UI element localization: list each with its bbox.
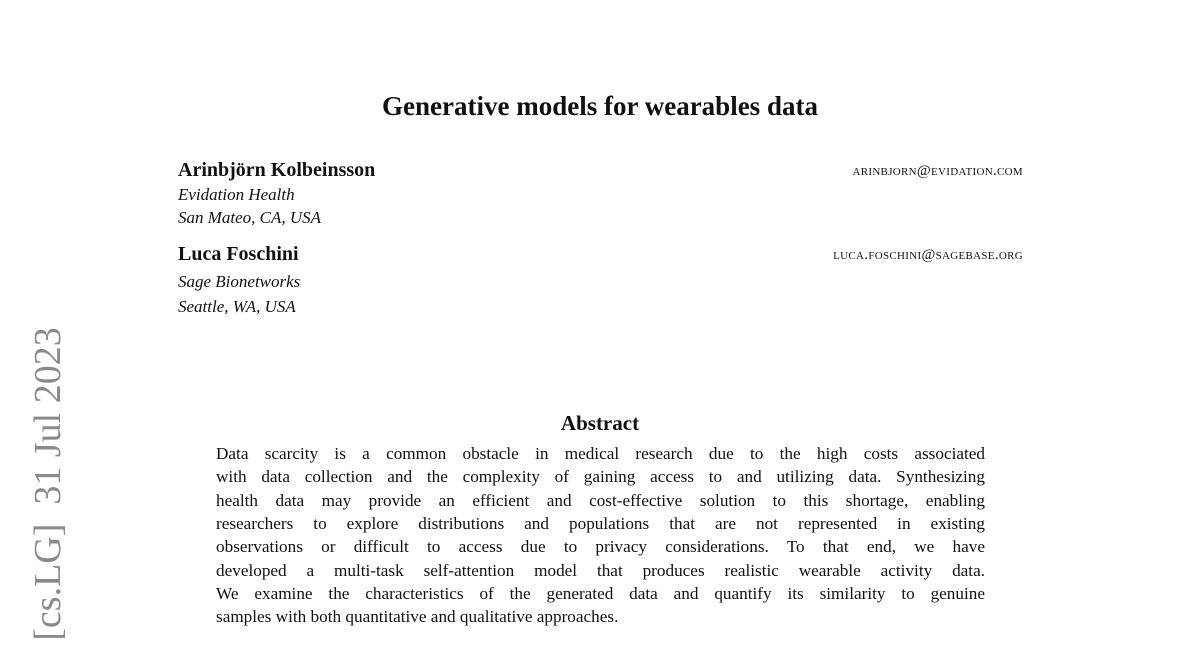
author-name: Luca Foschini (178, 243, 299, 265)
paper-title: Generative models for wearables data (382, 91, 818, 121)
abstract-line: researchers to explore distributions and… (216, 513, 985, 533)
abstract-line: observations or difficult to access due … (216, 537, 985, 557)
abstract-line: Data scarcity is a common obstacle in me… (216, 444, 985, 463)
author-name: Arinbjörn Kolbeinsson (178, 159, 376, 181)
arxiv-stamp: [cs.LG] 31 Jul 2023 (27, 327, 69, 641)
author-email: arinbjorn@evidation.com (852, 163, 1023, 179)
abstract-line: health data may provide an efficient and… (216, 490, 985, 510)
author-affiliation: Evidation Health (178, 185, 295, 204)
abstract-line: We examine the characteristics of the ge… (216, 583, 985, 603)
author-location: Seattle, WA, USA (178, 297, 296, 316)
abstract-line: samples with both quantitative and quali… (216, 607, 619, 627)
abstract-heading: Abstract (560, 411, 640, 435)
author-email: luca.foschini@sagebase.org (833, 247, 1023, 263)
abstract-line: developed a multi-task self-attention mo… (216, 560, 985, 580)
author-affiliation: Sage Bionetworks (178, 272, 301, 291)
author-location: San Mateo, CA, USA (178, 208, 322, 227)
abstract-line: with data collection and the complexity … (216, 467, 985, 487)
